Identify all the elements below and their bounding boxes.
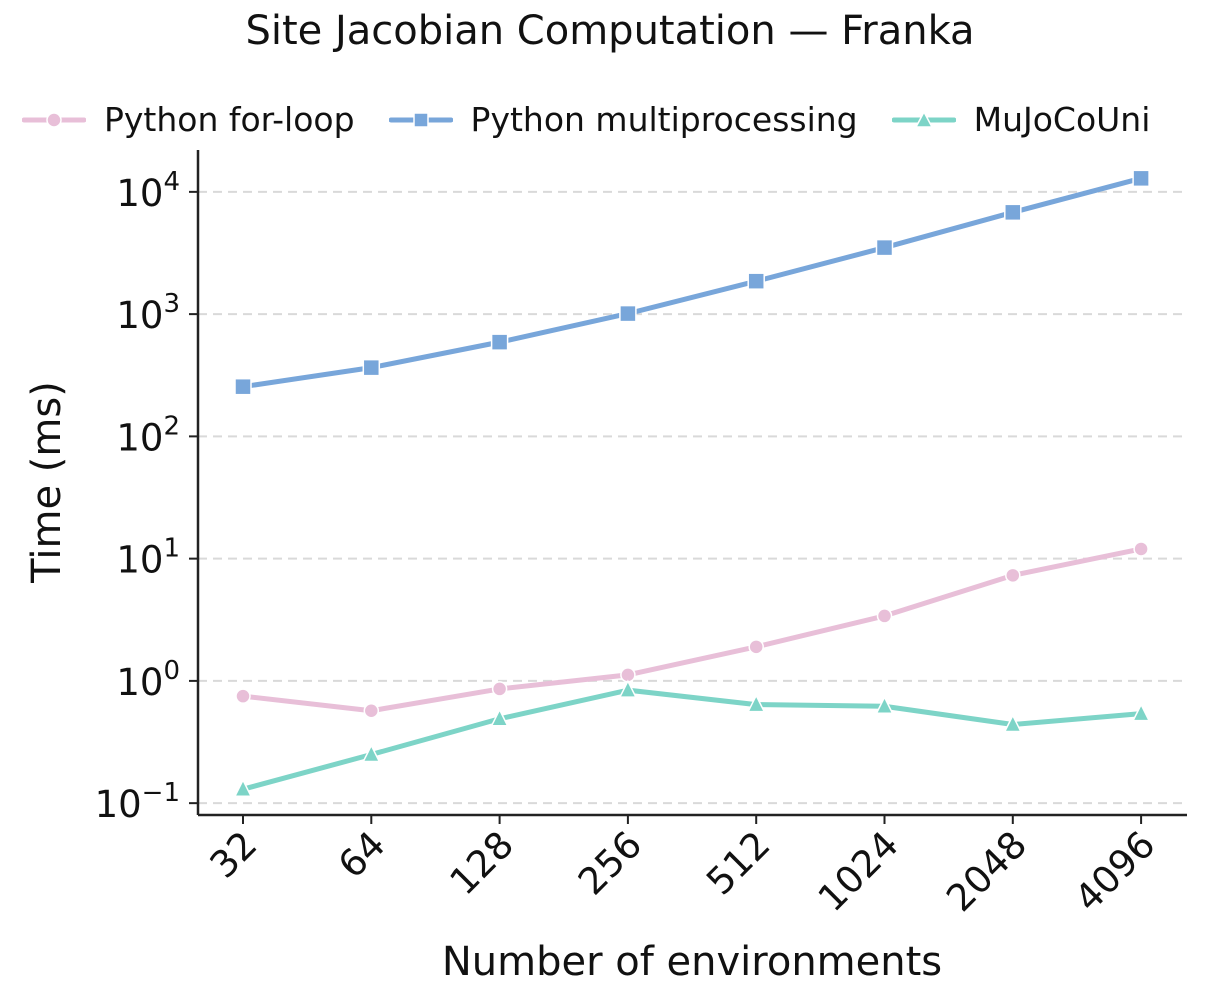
data-point [362, 358, 381, 377]
data-point [1004, 203, 1022, 222]
data-point [1133, 541, 1149, 557]
y-tick-exponent: 0 [163, 656, 180, 686]
legend-item-for-loop: Python for-loop [22, 100, 355, 139]
series-line [240, 687, 1144, 792]
data-point [1005, 567, 1021, 584]
y-tick-label: 101 [116, 534, 180, 582]
chart-legend: Python for-loop Python multiprocessing M… [22, 100, 1150, 139]
data-point [363, 702, 380, 719]
grid-layer [198, 190, 1187, 805]
y-tick-base: 10 [116, 539, 163, 582]
y-tick-base: 10 [116, 172, 163, 215]
data-point [618, 679, 638, 698]
data-point [1003, 713, 1023, 733]
data-point [233, 778, 253, 797]
data-point [875, 238, 894, 257]
x-tick-label: 2048 [938, 823, 1035, 920]
legend-item-multiprocessing: Python multiprocessing [388, 100, 858, 139]
data-point [234, 377, 252, 396]
y-tick-exponent: 1 [163, 534, 180, 564]
data-point [1131, 702, 1151, 722]
data-point [875, 695, 894, 715]
legend-swatch-mujocouni [891, 109, 956, 128]
series-2 [233, 679, 1151, 797]
x-tick-label: 32 [202, 823, 266, 887]
legend-label-mujocouni: MuJoCoUni [973, 100, 1151, 139]
data-point [235, 688, 251, 704]
y-tick-label: 100 [116, 656, 180, 704]
y-tick-label: 102 [116, 411, 180, 459]
data-point [490, 333, 509, 351]
data-point [746, 693, 766, 713]
x-tick-label: 64 [330, 823, 394, 887]
y-tick-label: 103 [116, 289, 180, 337]
y-tick-label: 104 [116, 167, 180, 215]
data-point [747, 272, 765, 290]
y-tick-base: 10 [95, 783, 142, 826]
series-1 [234, 169, 1150, 396]
legend-swatch-for-loop [22, 111, 86, 128]
data-point [362, 743, 381, 763]
y-tick-base: 10 [116, 661, 163, 704]
x-tick-label: 512 [698, 823, 778, 903]
data-point [1132, 169, 1150, 188]
y-axis-label: Time (ms) [24, 381, 70, 584]
series-0 [235, 541, 1149, 719]
y-tick-base: 10 [116, 294, 163, 337]
chart-title: Site Jacobian Computation — Franka [245, 8, 975, 54]
y-tick-base: 10 [116, 416, 163, 459]
series-line [240, 546, 1144, 714]
data-point [748, 639, 764, 655]
y-tick-label: 10−1 [95, 778, 180, 826]
y-tick-exponent: 2 [163, 411, 180, 441]
x-tick-label: 4096 [1066, 823, 1163, 920]
x-axis-label: Number of environments [442, 939, 942, 985]
x-tick-label: 1024 [810, 823, 907, 920]
data-point [876, 608, 893, 624]
y-tick-exponent: −1 [142, 778, 180, 808]
series-line [240, 175, 1144, 390]
legend-label-for-loop: Python for-loop [104, 100, 355, 139]
data-point [619, 304, 637, 323]
legend-swatch-multiprocessing [388, 111, 453, 128]
legend-item-mujocouni: MuJoCoUni [891, 100, 1151, 139]
x-tick-label: 256 [570, 823, 650, 903]
x-tick-label: 128 [442, 823, 522, 903]
series-layer [233, 169, 1151, 797]
legend-label-multiprocessing: Python multiprocessing [470, 100, 858, 139]
y-tick-exponent: 3 [163, 289, 180, 319]
data-point [491, 681, 508, 697]
data-point [490, 708, 509, 727]
y-tick-exponent: 4 [163, 167, 180, 197]
